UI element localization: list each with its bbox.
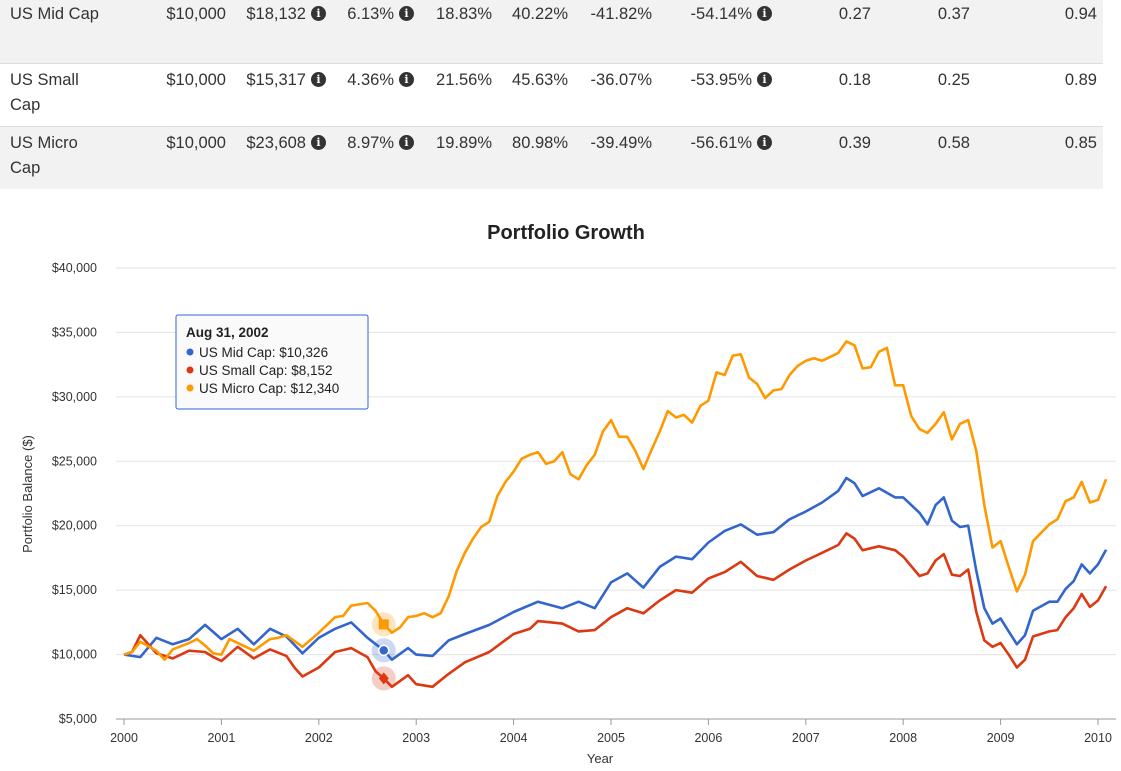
sortino-value: 0.58 bbox=[871, 125, 970, 189]
portfolio-name: US Mid Cap bbox=[10, 5, 99, 23]
max-drawdown-value: -56.61% bbox=[690, 133, 752, 152]
worst-year-value: -39.49% bbox=[568, 125, 652, 189]
series-line-us-small-cap bbox=[123, 532, 1108, 689]
sortino-value: 0.37 bbox=[937, 5, 970, 23]
y-tick-label: $30,000 bbox=[52, 390, 97, 404]
info-circle-icon[interactable]: i bbox=[399, 134, 414, 150]
tooltip-swatch bbox=[186, 366, 194, 374]
y-tick-label: $35,000 bbox=[52, 325, 97, 339]
stdev-value: 19.89% bbox=[414, 125, 492, 189]
table-row: US Small Cap $10,000 $15,317 i 4.36% i 21.… bbox=[0, 62, 1103, 126]
portfolio-stats-table: US Mid Cap $10,000 $18,132 i 6.13% i 18.83… bbox=[0, 0, 1103, 189]
info-circle-icon[interactable]: i bbox=[757, 134, 772, 150]
cagr-value: 8.97% bbox=[347, 133, 394, 152]
sortino-value: 0.25 bbox=[871, 62, 970, 126]
tooltip-date: Aug 31, 2002 bbox=[186, 325, 269, 340]
final-balance: $18,132 bbox=[246, 5, 306, 23]
cagr-value: 4.36% bbox=[347, 70, 394, 89]
info-circle-icon[interactable]: i bbox=[399, 71, 414, 87]
max-drawdown-value: -53.95% bbox=[690, 70, 752, 89]
x-tick-label: 2001 bbox=[207, 731, 235, 745]
info-circle-icon[interactable]: i bbox=[757, 71, 772, 87]
max-drawdown-value: -54.14% bbox=[690, 5, 752, 23]
x-tick-label: 2002 bbox=[305, 731, 333, 745]
final-balance: $23,608 bbox=[246, 133, 306, 152]
tooltip-line-micro-cap: US Micro Cap: $12,340 bbox=[199, 381, 339, 396]
y-tick-label: $10,000 bbox=[52, 648, 97, 662]
correlation-value: 0.94 bbox=[1064, 5, 1097, 23]
x-tick-label: 2007 bbox=[792, 731, 820, 745]
y-tick-label: $15,000 bbox=[52, 583, 97, 597]
initial-balance: $10,000 bbox=[140, 62, 226, 126]
table-row: US Mid Cap $10,000 $18,132 i 6.13% i 18.83… bbox=[0, 0, 1103, 63]
info-circle-icon[interactable]: i bbox=[399, 6, 414, 21]
x-tick-label: 2008 bbox=[889, 731, 917, 745]
x-tick-label: 2003 bbox=[402, 731, 430, 745]
table-row: US Micro Cap $10,000 $23,608 i 8.97% i 19.… bbox=[0, 125, 1103, 189]
y-tick-label: $25,000 bbox=[52, 454, 97, 468]
tooltip-swatch bbox=[186, 348, 194, 356]
sharpe-value: 0.39 bbox=[772, 125, 871, 189]
x-tick-label: 2004 bbox=[500, 731, 528, 745]
tooltip-line-mid-cap: US Mid Cap: $10,326 bbox=[199, 345, 328, 360]
x-tick-label: 2006 bbox=[694, 731, 722, 745]
x-tick-label: 2009 bbox=[987, 731, 1015, 745]
best-year-value: 40.22% bbox=[512, 5, 568, 23]
x-tick-label: 2005 bbox=[597, 731, 625, 745]
hover-point-marker bbox=[378, 619, 389, 630]
x-tick-label: 2000 bbox=[110, 731, 138, 745]
portfolio-name: US Micro Cap bbox=[10, 133, 78, 177]
sharpe-value: 0.27 bbox=[838, 5, 871, 23]
tooltip-box bbox=[175, 314, 369, 410]
best-year-value: 45.63% bbox=[492, 62, 568, 126]
series-line-us-mid-cap bbox=[123, 476, 1108, 661]
info-circle-icon[interactable]: i bbox=[311, 71, 326, 87]
chart-title: Portfolio Growth bbox=[487, 222, 645, 244]
tooltip-swatch bbox=[186, 384, 194, 392]
hover-point-marker bbox=[378, 644, 390, 657]
initial-balance: $10,000 bbox=[140, 125, 226, 189]
correlation-value: 0.85 bbox=[970, 125, 1103, 189]
tooltip-line-small-cap: US Small Cap: $8,152 bbox=[199, 363, 333, 378]
y-tick-label: $20,000 bbox=[52, 519, 97, 533]
y-tick-label: $5,000 bbox=[59, 712, 97, 726]
cagr-value: 6.13% bbox=[347, 5, 394, 23]
hover-point-marker bbox=[378, 672, 389, 685]
info-circle-icon[interactable]: i bbox=[757, 6, 772, 21]
y-tick-label: $40,000 bbox=[52, 261, 97, 275]
x-axis-label: Year bbox=[587, 751, 614, 766]
stdev-value: 21.56% bbox=[414, 62, 492, 126]
stdev-value: 18.83% bbox=[436, 5, 492, 23]
initial-balance: $10,000 bbox=[166, 5, 226, 23]
worst-year-value: -41.82% bbox=[590, 5, 652, 23]
portfolio-growth-chart[interactable]: Portfolio Growth $5,000 $10,000 $15,000 $20… bbox=[0, 200, 1121, 771]
portfolio-name: US Small Cap bbox=[10, 70, 79, 114]
chart-tooltip: Aug 31, 2002 US Mid Cap: $10,326 US Smal… bbox=[175, 314, 369, 410]
x-tick-label: 2010 bbox=[1084, 731, 1112, 745]
y-axis-label: Portfolio Balance ($) bbox=[20, 435, 35, 553]
info-circle-icon[interactable]: i bbox=[311, 134, 326, 150]
correlation-value: 0.89 bbox=[970, 62, 1103, 126]
best-year-value: 80.98% bbox=[492, 125, 568, 189]
final-balance: $15,317 bbox=[246, 70, 306, 89]
sharpe-value: 0.18 bbox=[772, 62, 871, 126]
info-circle-icon[interactable]: i bbox=[311, 6, 326, 21]
series-line-us-micro-cap bbox=[123, 340, 1108, 661]
worst-year-value: -36.07% bbox=[568, 62, 652, 126]
